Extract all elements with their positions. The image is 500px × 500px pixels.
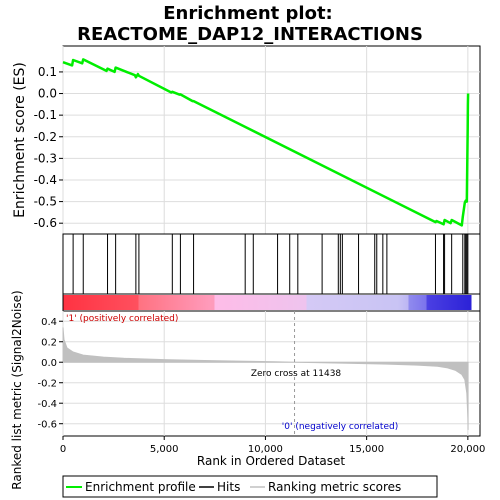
es-y-tick-label: -0.1 bbox=[34, 108, 57, 122]
color-bar-blocks bbox=[63, 295, 472, 310]
metric-y-tick-label: -0.2 bbox=[37, 379, 57, 390]
chart-subtitle: REACTOME_DAP12_INTERACTIONS bbox=[77, 24, 423, 45]
rank-color-bar-panel bbox=[62, 293, 481, 312]
metric-y-tick-label: -0.6 bbox=[37, 420, 57, 431]
es-y-tick-label: -0.5 bbox=[34, 195, 57, 209]
es-y-axis-ticks: 0.1 0.0 -0.1 -0.2 -0.3 -0.4 -0.5 -0.6 bbox=[34, 65, 63, 230]
es-y-tick-label: -0.3 bbox=[34, 151, 57, 165]
metric-y-axis-label: Ranked list metric (Signal2Noise) bbox=[10, 290, 24, 489]
es-y-tick-label: 0.1 bbox=[38, 65, 57, 79]
x-tick-label: 20,000 bbox=[450, 444, 485, 455]
metric-y-tick-label: -0.4 bbox=[37, 399, 57, 410]
metric-plot-frame bbox=[62, 310, 481, 437]
x-tick-label: 5,000 bbox=[150, 444, 179, 455]
enrichment-score-panel: 0.1 0.0 -0.1 -0.2 -0.3 -0.4 -0.5 -0.6 Enrichmen… bbox=[12, 45, 481, 235]
hits-panel bbox=[62, 233, 481, 295]
chart-title: Enrichment plot: bbox=[163, 3, 333, 24]
positive-correlation-label: '1' (positively correlated) bbox=[66, 314, 178, 324]
x-tick-label: 10,000 bbox=[248, 444, 283, 455]
metric-y-tick-label: 0.2 bbox=[41, 338, 57, 349]
es-y-tick-label: -0.6 bbox=[34, 216, 57, 230]
enrichment-profile-path bbox=[62, 58, 470, 227]
x-tick-label: 15,000 bbox=[349, 444, 384, 455]
negative-correlation-label: '0' (negatively correlated) bbox=[282, 422, 398, 432]
es-y-tick-label: -0.4 bbox=[34, 173, 57, 187]
enrichment-profile-line bbox=[62, 58, 470, 227]
hit-markers bbox=[72, 234, 469, 294]
metric-y-axis-ticks: 0.4 0.2 0.0 -0.2 -0.4 -0.6 bbox=[37, 317, 63, 431]
es-y-tick-label: 0.0 bbox=[38, 87, 57, 101]
es-gridlines bbox=[62, 46, 480, 234]
zero-cross-label: Zero cross at 11438 bbox=[251, 369, 342, 379]
es-y-tick-label: -0.2 bbox=[34, 130, 57, 144]
legend-label-ranking-metric: Ranking metric scores bbox=[268, 480, 401, 494]
x-axis-ticks: 0 5,000 10,000 15,000 20,000 bbox=[60, 436, 485, 455]
x-axis-label: Rank in Ordered Dataset bbox=[197, 454, 345, 468]
legend-label-enrichment-profile: Enrichment profile bbox=[85, 480, 196, 494]
es-y-axis-label: Enrichment score (ES) bbox=[12, 62, 28, 218]
ranking-metric-fill bbox=[62, 327, 469, 430]
ranked-metric-panel: 0.4 0.2 0.0 -0.2 -0.4 -0.6 0 5,000 10,000 15,000… bbox=[10, 290, 485, 489]
hits-frame bbox=[62, 233, 481, 295]
legend: Enrichment profile Hits Ranking metric s… bbox=[62, 475, 438, 498]
x-tick-label: 0 bbox=[60, 444, 66, 455]
metric-y-tick-label: 0.0 bbox=[41, 358, 57, 369]
legend-label-hits: Hits bbox=[217, 480, 240, 494]
metric-y-tick-label: 0.4 bbox=[41, 317, 57, 328]
ranking-metric-area bbox=[62, 327, 469, 430]
